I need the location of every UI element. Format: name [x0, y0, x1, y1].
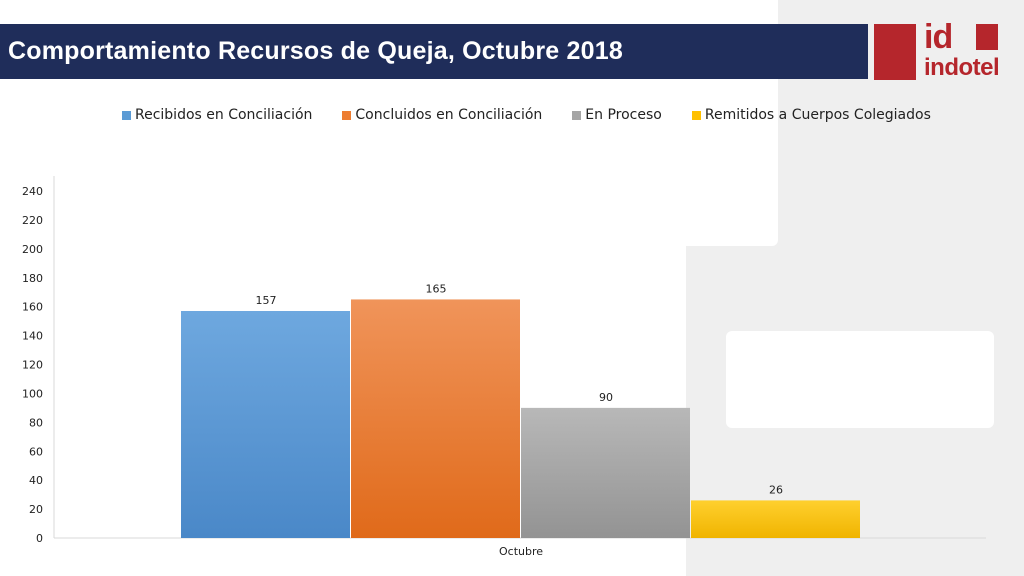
data-label: 90 — [599, 391, 613, 404]
y-tick-label: 240 — [22, 185, 43, 198]
legend-label: Remitidos a Cuerpos Colegiados — [704, 107, 931, 123]
y-tick-label: 100 — [22, 387, 43, 400]
x-axis-ticks: Octubre — [499, 545, 543, 558]
bar — [351, 299, 520, 538]
y-tick-label: 0 — [36, 532, 43, 545]
legend-item: Recibidos en Conciliación — [122, 107, 312, 123]
legend-swatch — [122, 110, 131, 120]
data-label: 26 — [769, 483, 783, 496]
legend-swatch — [572, 110, 582, 120]
bar-series: 157 165 90 26 — [181, 282, 860, 538]
legend-label: Concluidos en Conciliación — [355, 107, 543, 123]
brand-red-block — [874, 24, 916, 80]
y-tick-label: 200 — [22, 243, 43, 256]
legend-label: Recibidos en Conciliación — [135, 107, 313, 123]
y-tick-label: 180 — [22, 272, 43, 285]
logo-grid-icon — [976, 24, 998, 50]
indotel-logo: id indotel — [920, 18, 1020, 84]
x-tick-label: Octubre — [499, 545, 543, 558]
legend-item: Concluidos en Conciliación — [342, 107, 542, 123]
legend-item: En Proceso — [572, 107, 662, 123]
legend-swatch — [691, 110, 701, 120]
logo-mark: id — [924, 18, 953, 56]
legend-item: Remitidos a Cuerpos Colegiados — [691, 107, 931, 123]
legend-swatch — [342, 110, 352, 120]
bar — [521, 407, 690, 538]
chart-legend: Recibidos en Conciliación Concluidos en … — [122, 104, 961, 126]
y-tick-label: 160 — [22, 301, 43, 314]
y-tick-label: 120 — [22, 359, 43, 372]
legend-label: En Proceso — [585, 107, 662, 123]
data-label: 165 — [426, 282, 447, 295]
y-tick-label: 140 — [22, 330, 43, 343]
y-tick-label: 220 — [22, 214, 43, 227]
bar — [181, 311, 350, 538]
y-tick-label: 60 — [29, 445, 43, 458]
data-label: 157 — [256, 294, 277, 307]
bar — [691, 500, 860, 538]
y-tick-label: 80 — [29, 416, 43, 429]
y-tick-label: 40 — [29, 474, 43, 487]
title-bar: Comportamiento Recursos de Queja, Octubr… — [0, 24, 868, 79]
logo-name: indotel — [924, 54, 1000, 81]
page-title: Comportamiento Recursos de Queja, Octubr… — [8, 37, 623, 65]
y-axis-ticks: 0 20 40 60 80 100 120 140 160 180 200 220 240 — [22, 185, 43, 545]
y-tick-label: 20 — [29, 503, 43, 516]
background-card — [726, 331, 994, 428]
